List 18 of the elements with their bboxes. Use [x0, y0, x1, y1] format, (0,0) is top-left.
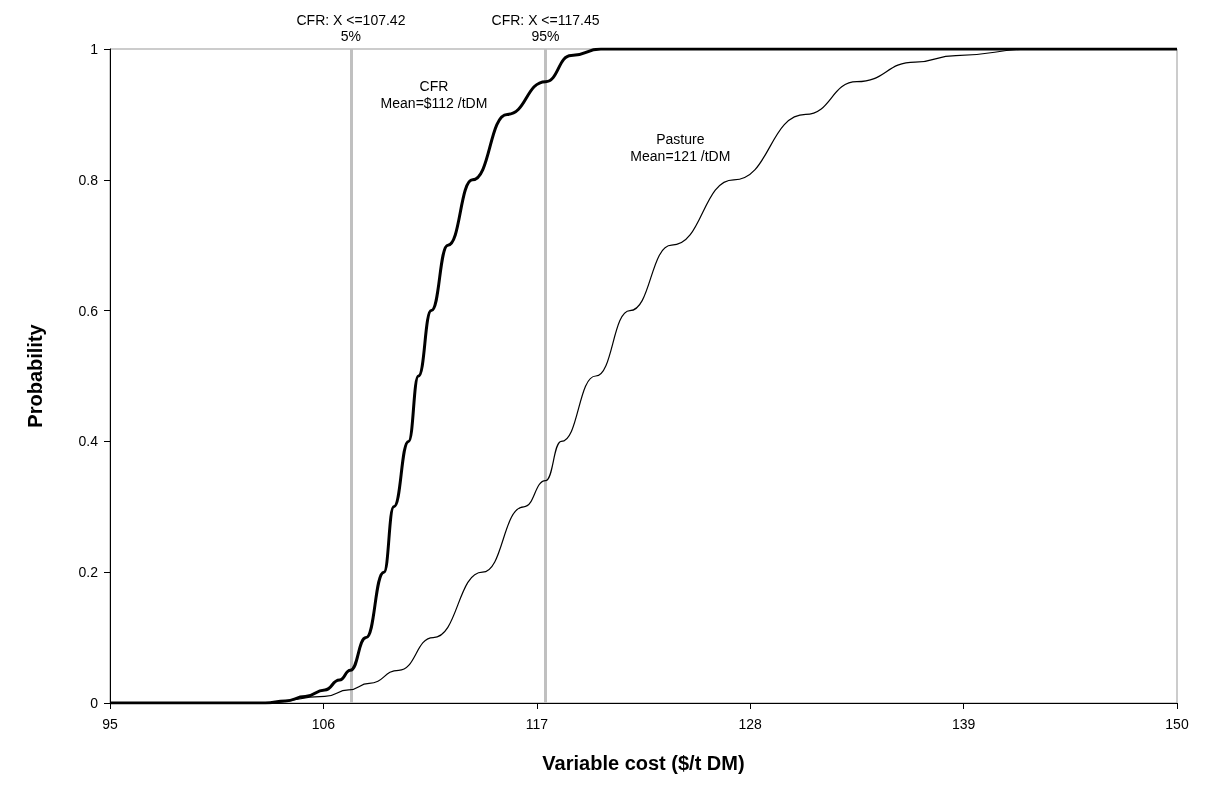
x-tick-label: 128 [738, 716, 763, 732]
ref-line-label: CFR: X <=117.45 95% [491, 12, 600, 44]
x-tick-label: 95 [102, 716, 118, 732]
y-tick-label: 0.6 [78, 302, 99, 319]
annotation: Pasture Mean=121 /tDM [630, 130, 731, 164]
y-tick-label: 1 [90, 41, 99, 57]
x-tick-label: 150 [1165, 716, 1189, 732]
x-tick-label: 117 [525, 716, 549, 732]
x-tick-label: 106 [311, 716, 336, 732]
y-tick-label: 0.8 [78, 171, 99, 188]
annotation: CFR Mean=$112 /tDM [380, 78, 488, 112]
x-tick-label: 139 [951, 716, 976, 732]
y-axis-title: Probability [24, 323, 46, 428]
x-axis-title: Variable cost ($/t DM) [542, 752, 745, 774]
y-tick-label: 0.4 [78, 433, 99, 450]
ref-line-label: CFR: X <=107.42 5% [296, 12, 406, 44]
y-tick-label: 0 [90, 695, 99, 711]
y-tick-label: 0.2 [78, 564, 99, 581]
